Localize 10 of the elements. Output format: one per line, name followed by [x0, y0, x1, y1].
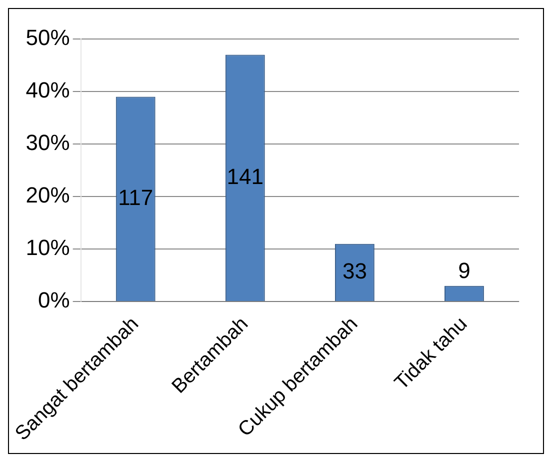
y-tick-label: 0% — [38, 288, 70, 313]
annotation: 117 — [118, 185, 154, 210]
annotation: 141 — [226, 164, 264, 190]
annotation: 9 — [458, 258, 470, 283]
y-tick-label: 20% — [26, 182, 70, 208]
y-tick-label: 40% — [26, 78, 70, 103]
annotation: 33 — [342, 258, 367, 284]
y-tick-label: 50% — [26, 25, 70, 50]
y-tick-label: 10% — [26, 235, 70, 260]
y-tick-label: 30% — [26, 130, 70, 156]
